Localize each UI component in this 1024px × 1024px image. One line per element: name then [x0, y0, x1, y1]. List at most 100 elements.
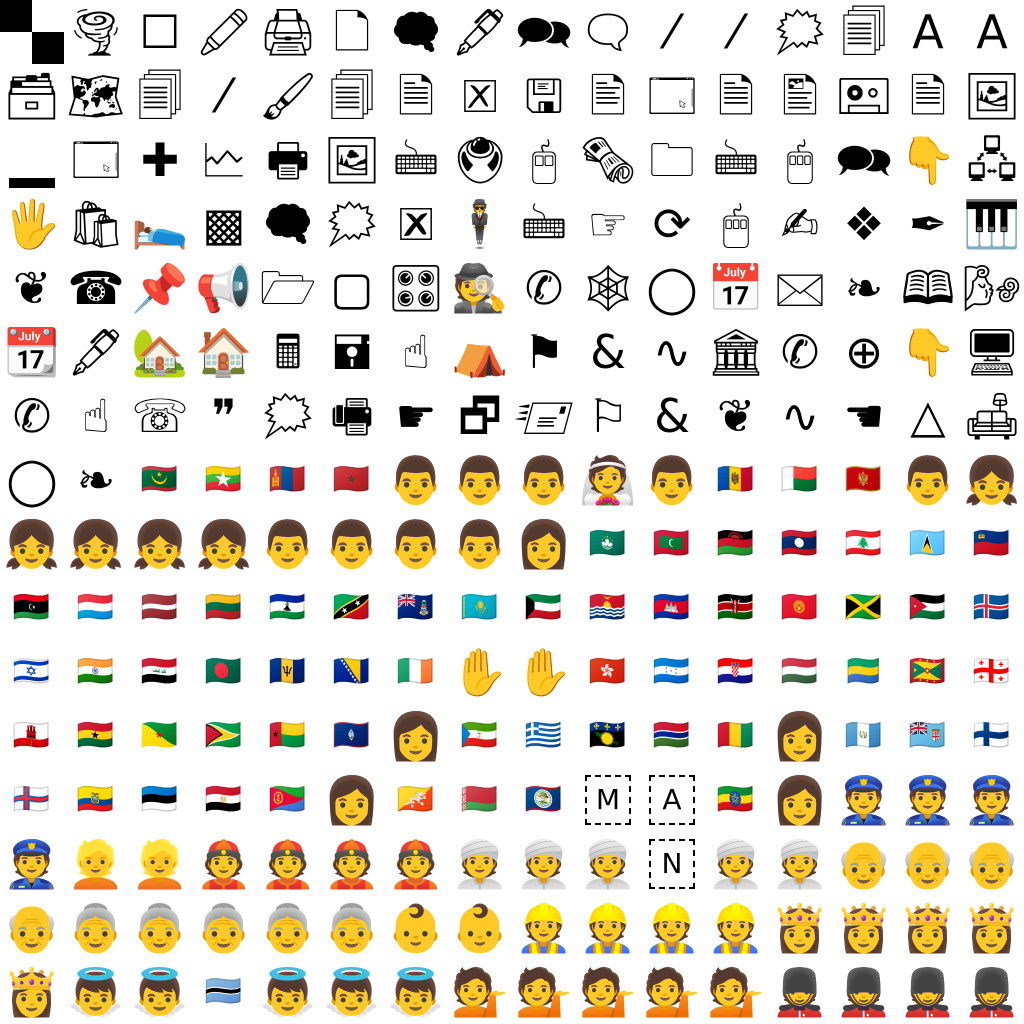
- house-garden-icon: 🏡: [131, 325, 189, 379]
- man-cap-icon: 👲: [195, 837, 253, 891]
- flag-finland-icon: 🇫🇮: [972, 718, 1012, 753]
- megaphone-icon: 📢: [195, 261, 253, 315]
- et-ligature-icon: &: [654, 389, 690, 443]
- police-officer-icon: 👮: [3, 837, 61, 891]
- document-text-icon: 🗎: [397, 69, 435, 123]
- classical-building-icon: 🏛: [706, 325, 766, 379]
- speech-bubbles-icon: 🗪: [515, 5, 573, 59]
- baby-angel-icon: 👼: [131, 965, 189, 1019]
- girl-face-icon: 👧: [131, 517, 189, 571]
- hand-up-icon: ☝: [81, 389, 110, 443]
- flag-bangladesh-icon: 🇧🇩: [204, 654, 244, 689]
- tent-icon: ⛺: [451, 325, 509, 379]
- woman-face-icon: 👩: [771, 709, 829, 763]
- couch-lamp-icon: 🛋: [962, 389, 1022, 443]
- house-icon: 🏠: [195, 325, 253, 379]
- underscore-bar-icon: [0, 128, 64, 192]
- man-turban-icon: 👳: [451, 837, 509, 891]
- old-woman-icon: 👵: [323, 901, 381, 955]
- flag-macau-icon: 🇲🇴: [588, 526, 628, 561]
- pages-icon: 🗐: [137, 69, 183, 123]
- ornament-icon: ❖: [843, 197, 885, 251]
- flag-kenya-icon: 🇰🇪: [716, 590, 756, 625]
- refresh-icon: ⟳: [652, 197, 692, 251]
- ornament-icon: ❧: [844, 261, 884, 315]
- bed-icon: 🛌: [131, 197, 189, 251]
- flag-india-icon: 🇮🇳: [76, 654, 116, 689]
- letter-a-tile: A: [640, 768, 704, 832]
- flag-madagascar-icon: 🇲🇬: [780, 462, 820, 497]
- quote-mark-icon: ❞: [211, 389, 237, 443]
- flag-latvia-icon: 🇱🇻: [140, 590, 180, 625]
- cassette-icon: 🖭: [837, 69, 891, 123]
- document-picture-icon: 🖺: [781, 69, 819, 123]
- construction-worker-icon: 👷: [579, 901, 637, 955]
- handset-icon: ✆: [524, 261, 564, 315]
- flag-hong-kong-icon: 🇭🇰: [588, 654, 628, 689]
- ornament-icon: ∿: [652, 325, 692, 379]
- man-cap-icon: 👲: [387, 837, 445, 891]
- document-pen-icon: 🖹: [589, 69, 627, 123]
- world-map-icon: 🗺: [66, 69, 126, 123]
- font-size-icon: A: [912, 5, 944, 59]
- flag-kiribati-icon: 🇰🇮: [588, 590, 628, 625]
- old-woman-icon: 👵: [67, 901, 125, 955]
- flag-lesotho-icon: 🇱🇸: [268, 590, 308, 625]
- woman-face-icon: 👩: [323, 773, 381, 827]
- hand-down-icon: 👇: [899, 133, 957, 187]
- document-text-icon: 🗎: [909, 69, 947, 123]
- raised-hand-icon: ✋: [451, 645, 509, 699]
- flag-egypt-icon: 🇪🇬: [204, 782, 244, 817]
- flag-french-guiana-icon: 🇬🇫: [140, 718, 180, 753]
- keyboard-icon: 🖮: [521, 197, 567, 251]
- flag-ghana-icon: 🇬🇭: [76, 718, 116, 753]
- folder-open-icon: 🗁: [259, 261, 317, 315]
- old-woman-icon: 👵: [259, 901, 317, 955]
- man-turban-icon: 👳: [515, 837, 573, 891]
- flag-montenegro-icon: 🇲🇪: [844, 462, 884, 497]
- baby-icon: 👶: [451, 901, 509, 955]
- hand-up-icon: ☝: [401, 325, 430, 379]
- flag-eritrea-icon: 🇪🇷: [268, 782, 308, 817]
- flag-lebanon-icon: 🇱🇧: [844, 526, 884, 561]
- book-icon: 🕮: [900, 261, 956, 315]
- princess-icon: 👸: [835, 901, 893, 955]
- flag-grenada-icon: 🇬🇩: [908, 654, 948, 689]
- celtic-cross-icon: ⊕: [844, 325, 884, 379]
- baby-angel-icon: 👼: [67, 965, 125, 1019]
- man-face-icon: 👨: [387, 453, 445, 507]
- ornament-icon: ❦: [12, 261, 52, 315]
- flag-georgia-icon: 🇬🇪: [972, 654, 1012, 689]
- man-turban-icon: 👳: [771, 837, 829, 891]
- flag-hungary-icon: 🇭🇺: [780, 654, 820, 689]
- anger-bubble-icon: 🗯: [258, 389, 318, 443]
- flag-morocco-icon: 🇲🇦: [332, 462, 372, 497]
- detective-icon: 🕵: [451, 261, 509, 315]
- flag-laos-icon: 🇱🇦: [780, 526, 820, 561]
- raised-hand-icon: 🖐: [3, 197, 61, 251]
- flag-kuwait-icon: 🇰🇼: [524, 590, 564, 625]
- floppy-disk-icon: 🖬: [332, 325, 372, 379]
- bar-shape: [9, 178, 55, 188]
- ornament-icon: ❦: [716, 389, 756, 443]
- girl-face-icon: 👧: [67, 517, 125, 571]
- flag-guinea-icon: 🇬🇳: [716, 718, 756, 753]
- framed-picture-icon: 🖼: [322, 133, 382, 187]
- old-woman-icon: 👵: [195, 901, 253, 955]
- piano-keyboard-icon: 🎹: [963, 197, 1021, 251]
- flag-belarus-icon: 🇧🇾: [460, 782, 500, 817]
- anger-bubble-icon: 🗯: [322, 197, 382, 251]
- fountain-pen-icon: 🖋: [450, 5, 510, 59]
- man-face-icon: 👨: [451, 453, 509, 507]
- chart-icon: 🗠: [200, 133, 248, 187]
- flag-mongolia-icon: 🇲🇳: [268, 462, 308, 497]
- newspaper-icon: 🗞: [578, 133, 638, 187]
- man-turban-icon: 👳: [707, 837, 765, 891]
- tornado-icon: 🌪: [66, 5, 126, 59]
- anger-bubble-icon: 🗯: [770, 5, 830, 59]
- thought-bubble-icon: 🗬: [263, 197, 313, 251]
- flag-botswana-icon: 🇧🇼: [204, 974, 244, 1009]
- flag-ecuador-icon: 🇪🇨: [76, 782, 116, 817]
- construction-worker-icon: 👷: [707, 901, 765, 955]
